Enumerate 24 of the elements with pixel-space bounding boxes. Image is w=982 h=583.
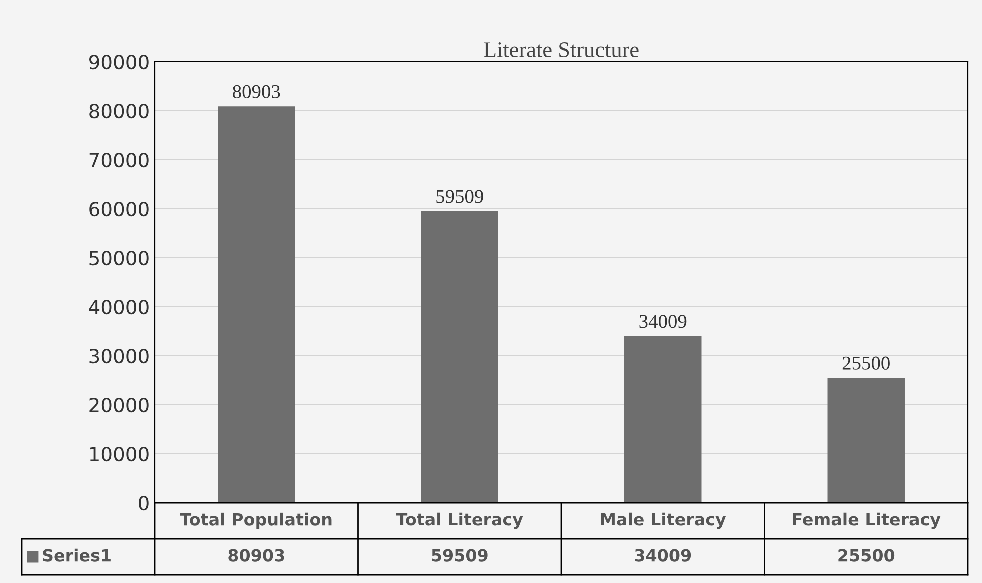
- text: 34009: [635, 549, 692, 562]
- data-label: 34009: [640, 315, 687, 328]
- y-tick-label: 40000: [89, 300, 149, 315]
- data-label: 80903: [233, 85, 280, 98]
- y-tick-label: 10000: [90, 446, 149, 462]
- y-tick-label: 0: [139, 496, 149, 511]
- text: 80903: [228, 549, 284, 562]
- x-tick-label: Total Population: [180, 512, 332, 530]
- x-tick-label: Total Literacy: [396, 512, 524, 530]
- y-tick-label: 20000: [90, 398, 149, 413]
- x-tick-label: Male Literacy: [601, 512, 726, 530]
- y-tick-label: 80000: [90, 104, 149, 119]
- x-tick-label: Female Literacy: [793, 512, 941, 530]
- y-tick-label: 60000: [90, 202, 149, 217]
- y-tick-label: 50000: [90, 250, 149, 266]
- data-label: 25500: [842, 356, 890, 370]
- y-tick-label: 90000: [90, 54, 149, 70]
- text: 25500: [838, 549, 895, 562]
- data-label: 59509: [436, 190, 484, 204]
- chart-title: Literate Structure: [484, 42, 639, 58]
- y-tick-label: 30000: [90, 348, 149, 364]
- legend-label: Series1: [43, 548, 111, 562]
- text: 59509: [432, 549, 488, 562]
- y-tick-label: 70000: [90, 152, 149, 168]
